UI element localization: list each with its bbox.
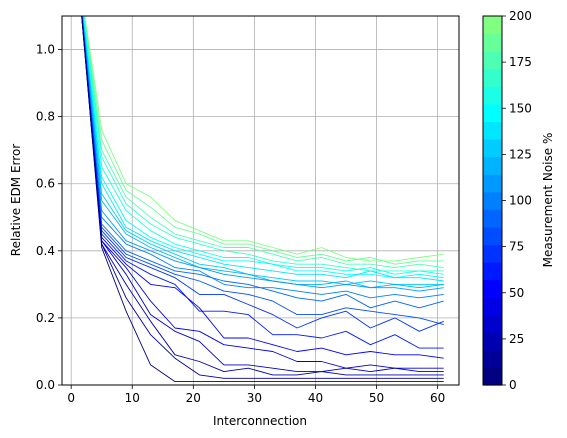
colorbar-segment xyxy=(483,139,502,158)
colorbar-segment xyxy=(483,297,502,316)
series-line-noise-70 xyxy=(81,16,444,332)
colorbar-segment xyxy=(483,16,502,35)
x-tick-label: 40 xyxy=(308,391,323,405)
colorbar-segment xyxy=(483,367,502,386)
y-axis-label: Relative EDM Error xyxy=(9,144,23,257)
colorbar-segment xyxy=(483,51,502,70)
x-axis-ticks: 0 10 20 30 40 50 60 xyxy=(67,385,445,405)
y-tick-label: 0.4 xyxy=(36,244,55,258)
y-tick-label: 0.2 xyxy=(36,311,55,325)
series-line-noise-20 xyxy=(81,16,444,376)
colorbar-label: Measurement Noise % xyxy=(541,133,555,268)
y-tick-label: 1.0 xyxy=(36,43,55,57)
series-line-noise-0 xyxy=(81,16,444,383)
series-line-noise-40 xyxy=(81,16,444,369)
colorbar-segment xyxy=(483,262,502,281)
colorbar-tick-label: 150 xyxy=(509,101,532,115)
colorbar-tick-label: 50 xyxy=(509,286,524,300)
colorbar-segment xyxy=(483,121,502,140)
series-line-noise-150 xyxy=(82,16,444,279)
colorbar-segment xyxy=(483,314,502,333)
series-line-noise-80 xyxy=(81,16,444,326)
series-line-noise-140 xyxy=(82,16,444,282)
colorbar-segment xyxy=(483,349,502,369)
series-line-noise-190 xyxy=(83,16,444,265)
colorbar-segment xyxy=(483,191,502,210)
y-tick-label: 0.6 xyxy=(36,177,55,191)
series-line-noise-90 xyxy=(81,16,444,309)
colorbar-tick-label: 200 xyxy=(509,9,532,23)
colorbar-segment xyxy=(483,68,502,87)
colorbar xyxy=(483,16,502,386)
series-line-noise-130 xyxy=(82,16,444,285)
x-tick-label: 30 xyxy=(247,391,262,405)
colorbar-segment xyxy=(483,174,502,193)
x-axis-label: Interconnection xyxy=(213,414,307,428)
colorbar-segment xyxy=(483,209,502,228)
colorbar-segment xyxy=(483,226,502,246)
colorbar-segment xyxy=(483,103,502,123)
colorbar-tick-label: 25 xyxy=(509,332,524,346)
series-line-noise-60 xyxy=(81,16,444,349)
colorbar-segment xyxy=(483,279,502,298)
grid-lines xyxy=(62,16,459,386)
x-tick-label: 60 xyxy=(430,391,445,405)
colorbar-segment xyxy=(483,244,502,263)
y-axis-ticks: 0.0 0.2 0.4 0.6 0.8 1.0 xyxy=(36,43,62,392)
colorbar-ticks: 0 25 50 75 100 125 150 175 200 xyxy=(502,9,532,392)
colorbar-tick-label: 125 xyxy=(509,147,532,161)
series-line-noise-30 xyxy=(81,16,444,373)
plot-frame xyxy=(61,15,460,386)
colorbar-segment xyxy=(483,86,502,105)
colorbar-segment xyxy=(483,332,502,351)
y-tick-label: 0.8 xyxy=(36,110,55,124)
x-tick-label: 20 xyxy=(186,391,201,405)
series-line-noise-50 xyxy=(81,16,444,359)
series-line-noise-120 xyxy=(82,16,444,289)
series-line-noise-180 xyxy=(83,16,444,269)
colorbar-tick-label: 0 xyxy=(509,378,517,392)
x-tick-label: 50 xyxy=(369,391,384,405)
data-series-group xyxy=(81,16,444,383)
series-line-noise-10 xyxy=(81,16,444,379)
series-line-noise-160 xyxy=(82,16,444,275)
colorbar-tick-label: 100 xyxy=(509,194,532,208)
x-tick-label: 10 xyxy=(125,391,140,405)
series-line-noise-110 xyxy=(81,16,444,292)
colorbar-tick-label: 75 xyxy=(509,240,524,254)
colorbar-frame xyxy=(482,15,503,386)
colorbar-tick-label: 175 xyxy=(509,55,532,69)
x-tick-label: 0 xyxy=(67,391,75,405)
colorbar-segment xyxy=(483,33,502,52)
colorbar-segment xyxy=(483,156,502,175)
y-tick-label: 0.0 xyxy=(36,378,55,392)
